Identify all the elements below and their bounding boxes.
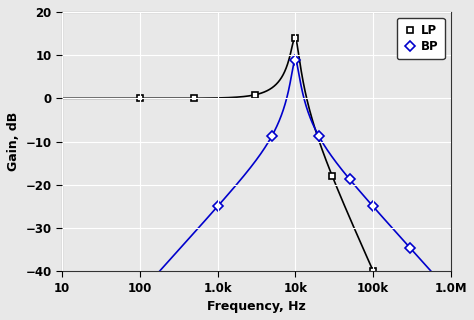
X-axis label: Frequency, Hz: Frequency, Hz [207,300,306,313]
Legend: LP, BP: LP, BP [397,18,445,59]
Y-axis label: Gain, dB: Gain, dB [7,112,20,171]
